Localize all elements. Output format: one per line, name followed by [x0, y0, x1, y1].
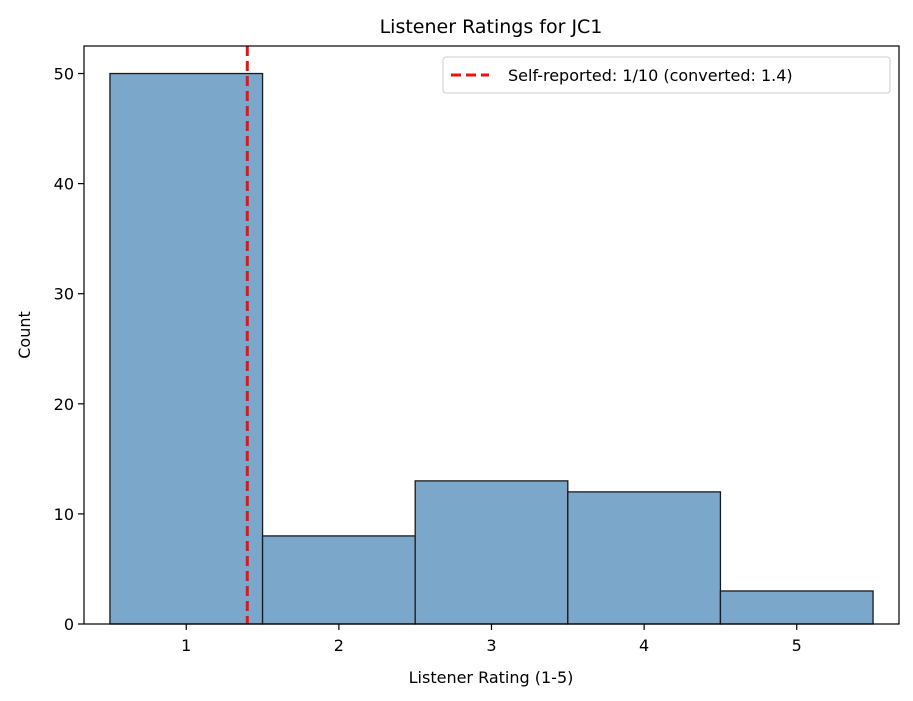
x-tick-label: 2 [334, 636, 344, 655]
y-axis-label: Count [15, 311, 34, 359]
y-tick-label: 30 [54, 285, 74, 304]
legend-box [442, 56, 891, 94]
bar-rating-5 [719, 590, 874, 625]
plot-area: 1 2 3 4 5 0 10 20 30 40 50 [54, 45, 900, 655]
bar-rating-3 [414, 480, 569, 625]
legend-label: Self-reported: 1/10 (converted: 1.4) [508, 66, 793, 85]
bar-rating-2 [261, 535, 416, 625]
y-tick-label: 0 [64, 615, 74, 634]
x-axis-ticks: 1 2 3 4 5 [181, 624, 802, 655]
x-tick-label: 4 [639, 636, 649, 655]
y-axis-ticks: 0 10 20 30 40 50 [54, 65, 84, 634]
x-tick-label: 5 [792, 636, 802, 655]
chart-title: Listener Ratings for JC1 [380, 16, 603, 38]
y-tick-label: 40 [54, 175, 74, 194]
x-tick-label: 3 [486, 636, 496, 655]
legend: Self-reported: 1/10 (converted: 1.4) [442, 56, 891, 94]
y-tick-label: 20 [54, 395, 74, 414]
x-axis-label: Listener Rating (1-5) [409, 668, 574, 687]
y-tick-label: 50 [54, 65, 74, 84]
bar-rating-4 [567, 491, 722, 625]
y-tick-label: 10 [54, 505, 74, 524]
bars-group [109, 72, 874, 625]
bar-rating-1 [109, 72, 264, 625]
x-tick-label: 1 [181, 636, 191, 655]
